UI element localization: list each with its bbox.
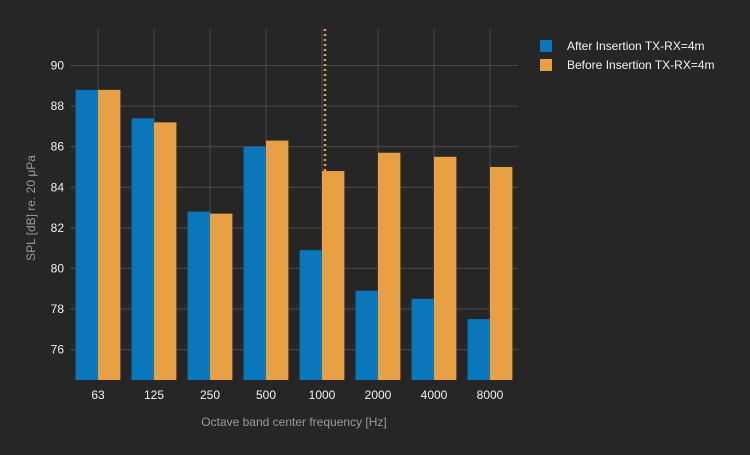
x-tick-label: 250 [200, 388, 220, 402]
y-tick-label: 78 [51, 302, 65, 316]
x-tick-label: 1000 [309, 388, 336, 402]
legend-item-after[interactable]: After Insertion TX-RX=4m [540, 36, 715, 55]
legend-item-before[interactable]: Before Insertion TX-RX=4m [540, 55, 715, 74]
legend-label-before: Before Insertion TX-RX=4m [567, 57, 715, 72]
y-tick-label: 90 [51, 59, 65, 73]
bar-before-500[interactable] [266, 140, 289, 380]
bar-after-125[interactable] [131, 118, 154, 381]
bar-after-8000[interactable] [467, 319, 490, 380]
bar-after-1000[interactable] [299, 250, 322, 380]
x-tick-label: 63 [91, 388, 105, 402]
x-tick-label: 500 [256, 388, 276, 402]
bar-after-63[interactable] [75, 89, 98, 380]
bar-before-250[interactable] [210, 213, 233, 380]
x-axis-title: Octave band center frequency [Hz] [201, 415, 386, 429]
x-axis-ticks: 63 125 250 500 1000 2000 4000 8000 [91, 388, 503, 402]
y-tick-label: 80 [51, 261, 65, 275]
bar-before-8000[interactable] [490, 166, 513, 380]
y-axis-ticks: 76 78 80 82 84 86 88 90 [51, 59, 65, 357]
bar-after-4000[interactable] [411, 298, 434, 380]
y-tick-label: 76 [51, 343, 65, 357]
x-tick-label: 4000 [421, 388, 448, 402]
legend-label-after: After Insertion TX-RX=4m [567, 38, 705, 53]
legend: After Insertion TX-RX=4m Before Insertio… [540, 36, 715, 74]
x-tick-label: 125 [144, 388, 164, 402]
bar-before-2000[interactable] [378, 152, 401, 380]
bar-before-1000[interactable] [322, 171, 345, 380]
y-tick-label: 86 [51, 140, 65, 154]
x-tick-label: 2000 [365, 388, 392, 402]
bar-before-63[interactable] [98, 89, 121, 380]
bar-before-125[interactable] [154, 122, 177, 381]
y-tick-label: 88 [51, 99, 65, 113]
bar-after-500[interactable] [243, 146, 266, 380]
legend-swatch-after [540, 39, 552, 52]
bar-after-2000[interactable] [355, 290, 378, 380]
y-tick-label: 82 [51, 221, 65, 235]
bar-after-250[interactable] [187, 211, 210, 380]
bar-before-4000[interactable] [434, 156, 457, 380]
y-axis-title: SPL [dB] re. 20 μPa [24, 155, 38, 261]
y-tick-label: 84 [51, 180, 65, 194]
x-tick-label: 8000 [477, 388, 504, 402]
bars [75, 89, 513, 381]
legend-swatch-before [540, 58, 552, 71]
